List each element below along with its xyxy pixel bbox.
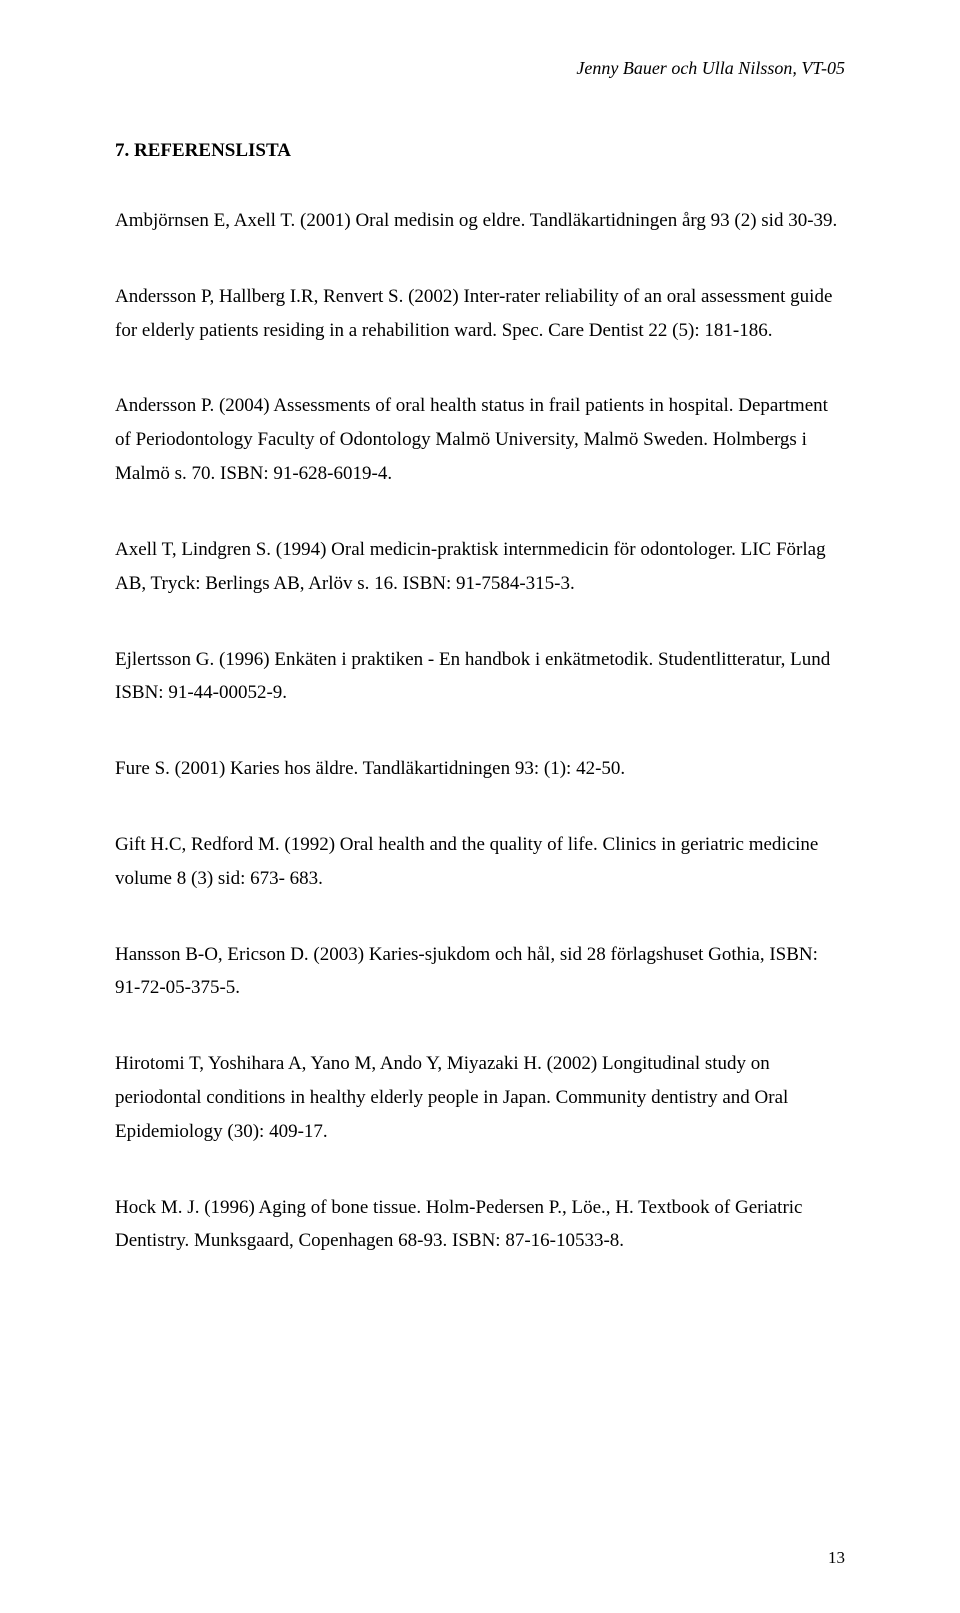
reference-entry: Hock M. J. (1996) Aging of bone tissue. … (115, 1191, 845, 1259)
reference-entry: Hansson B-O, Ericson D. (2003) Karies-sj… (115, 938, 845, 1006)
reference-entry: Hirotomi T, Yoshihara A, Yano M, Ando Y,… (115, 1047, 845, 1148)
reference-entry: Fure S. (2001) Karies hos äldre. Tandläk… (115, 752, 845, 786)
reference-entry: Andersson P. (2004) Assessments of oral … (115, 389, 845, 490)
reference-entry: Andersson P, Hallberg I.R, Renvert S. (2… (115, 280, 845, 348)
section-title: 7. REFERENSLISTA (115, 140, 845, 162)
reference-entry: Ambjörnsen E, Axell T. (2001) Oral medis… (115, 204, 845, 238)
reference-entry: Gift H.C, Redford M. (1992) Oral health … (115, 828, 845, 896)
page-number: 13 (828, 1548, 845, 1568)
header-authors: Jenny Bauer och Ulla Nilsson, VT-05 (576, 58, 845, 79)
reference-entry: Axell T, Lindgren S. (1994) Oral medicin… (115, 533, 845, 601)
reference-entry: Ejlertsson G. (1996) Enkäten i praktiken… (115, 643, 845, 711)
